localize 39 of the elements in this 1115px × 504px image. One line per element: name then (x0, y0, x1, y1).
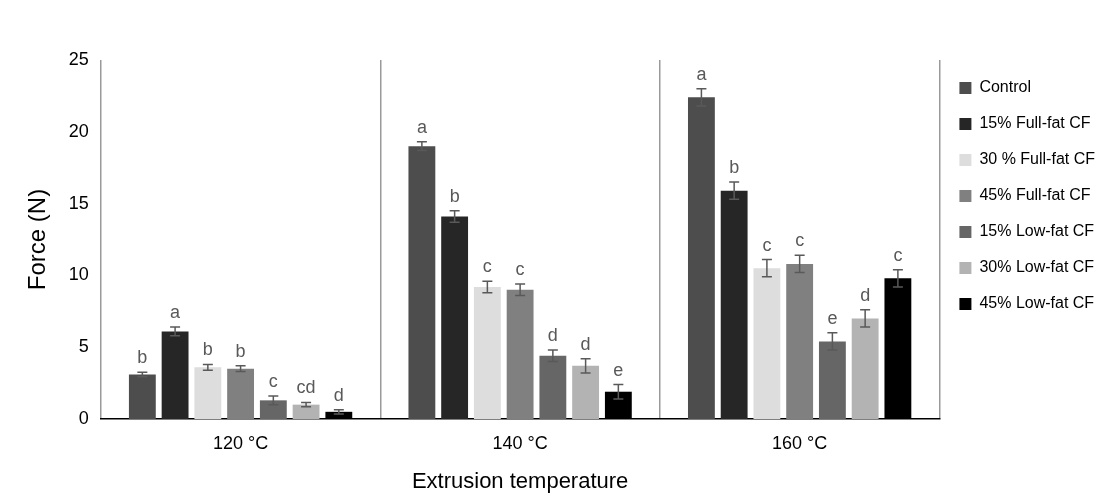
data-label: b (137, 347, 148, 368)
y-tick-label: 15 (68, 192, 89, 213)
y-tick-label: 0 (78, 407, 89, 428)
data-label: e (827, 307, 838, 328)
data-label: cd (296, 377, 316, 398)
y-tick-label: 25 (68, 48, 89, 69)
x-tick-label: 160 °C (772, 432, 828, 453)
legend-label: 15% Low-fat CF (979, 222, 1095, 240)
y-tick-label: 20 (68, 120, 89, 141)
data-label: c (893, 244, 903, 265)
y-tick-label: 5 (78, 336, 89, 357)
data-label: b (729, 157, 740, 178)
data-label: a (170, 302, 182, 323)
legend-label: 30 % Full-fat CF (979, 150, 1096, 168)
legend-label: 45% Low-fat CF (979, 294, 1095, 312)
data-label: c (795, 230, 805, 251)
legend-label: Control (979, 78, 1031, 96)
data-label: d (860, 284, 871, 305)
y-tick-label: 10 (68, 264, 89, 285)
x-tick-label: 120 °C (212, 432, 269, 453)
y-axis-title: Force (N) (23, 188, 51, 291)
x-axis-title: Extrusion temperature (411, 467, 629, 493)
data-label: d (547, 325, 558, 346)
data-label: e (613, 359, 624, 380)
data-label: b (449, 185, 460, 206)
x-tick-label: 140 °C (492, 432, 548, 453)
data-label: c (268, 370, 278, 391)
data-label: b (235, 340, 246, 361)
data-label: d (580, 333, 591, 354)
data-label: c (515, 258, 525, 279)
legend-label: 15% Full-fat CF (979, 114, 1091, 132)
data-label: a (696, 63, 708, 84)
data-label: c (482, 256, 492, 277)
data-label: c (762, 234, 772, 255)
data-label: a (416, 116, 428, 137)
legend-label: 30% Low-fat CF (979, 258, 1095, 276)
data-label: d (333, 384, 344, 405)
legend-label: 45% Full-fat CF (979, 186, 1091, 204)
data-label: b (202, 339, 213, 360)
